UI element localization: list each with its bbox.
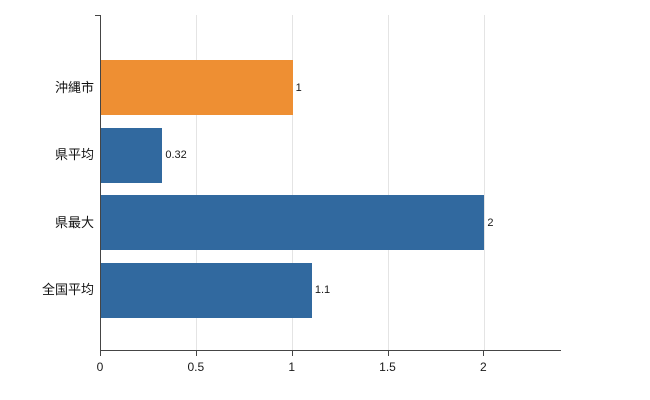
- category-label: 沖縄市: [54, 79, 94, 95]
- y-axis-tick: [95, 15, 100, 16]
- category-label: 県最大: [54, 214, 94, 230]
- bar-value-label: 2: [487, 216, 494, 229]
- category-label: 県平均: [54, 147, 94, 162]
- x-axis-tick: [195, 351, 197, 356]
- gridline: [388, 15, 389, 350]
- bar: [101, 60, 293, 115]
- gridline: [292, 15, 294, 350]
- x-axis-tick-label: 0: [96, 360, 104, 374]
- x-axis-tick-label: 0.5: [187, 360, 205, 374]
- gridline: [196, 15, 198, 350]
- x-axis-tick: [387, 351, 389, 356]
- x-axis-tick: [100, 351, 101, 356]
- plot-area: [100, 15, 561, 351]
- x-axis-tick-label: 1.5: [379, 360, 396, 374]
- bar-value-label: 1.1: [314, 284, 331, 296]
- category-label: 全国平均: [41, 282, 94, 297]
- x-axis-tick-label: 2: [479, 360, 487, 374]
- bar: [101, 262, 312, 318]
- bar-value-label: 1: [295, 81, 302, 94]
- gridline: [483, 15, 485, 350]
- x-axis-tick: [291, 351, 293, 356]
- x-axis-tick: [483, 351, 485, 356]
- bar: [101, 127, 163, 183]
- bar-value-label: 0.32: [165, 149, 187, 161]
- bar: [101, 195, 485, 250]
- x-axis-tick-label: 1: [288, 360, 295, 374]
